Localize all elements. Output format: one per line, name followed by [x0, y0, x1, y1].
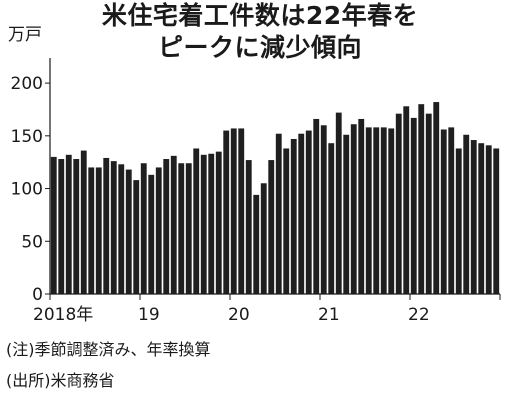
bar [425, 113, 432, 294]
x-year-label: 2018年 [33, 305, 93, 325]
bar [170, 155, 177, 294]
bar [433, 102, 440, 294]
bar [65, 154, 72, 294]
bar [320, 125, 327, 295]
bar [88, 167, 95, 294]
x-year-label: 19 [138, 305, 160, 325]
bar [403, 106, 410, 294]
bar [245, 160, 252, 294]
bar [125, 169, 132, 294]
bar [193, 148, 200, 294]
bar [290, 138, 297, 294]
x-year-label: 20 [228, 305, 250, 325]
bar [178, 163, 185, 294]
bar [305, 130, 312, 294]
note-seasonal-adjustment: (注)季節調整済み、年率換算 [6, 340, 211, 359]
y-tick-label: 200 [11, 74, 43, 94]
bar [50, 156, 57, 294]
y-unit-label: 万戸 [8, 25, 42, 45]
bar [73, 159, 80, 294]
note-source: (出所)米商務省 [6, 371, 115, 390]
bar [448, 127, 455, 294]
x-year-label: 21 [318, 305, 340, 325]
bar [133, 180, 140, 294]
bar [215, 151, 222, 294]
bar [148, 174, 155, 294]
bar [470, 140, 477, 294]
bar [485, 145, 492, 294]
bar [298, 133, 305, 294]
y-tick-label: 150 [11, 127, 43, 147]
bar [275, 133, 282, 294]
bar [380, 127, 387, 294]
bar [230, 128, 237, 294]
y-tick-label: 50 [21, 232, 43, 252]
bar [253, 194, 260, 294]
bar [463, 134, 470, 294]
bar [313, 118, 320, 294]
bar [185, 163, 192, 294]
bar [373, 127, 380, 294]
bar [110, 161, 117, 294]
bar [208, 153, 215, 294]
chart-title-line-1: 米住宅着工件数は22年春を [101, 1, 419, 30]
bar [95, 167, 102, 294]
bar [335, 112, 342, 295]
x-year-label: 22 [408, 305, 430, 325]
bar [283, 148, 290, 294]
bar [365, 127, 372, 294]
bar [155, 167, 162, 294]
bar [140, 163, 147, 294]
bar [238, 128, 245, 294]
bar [418, 104, 425, 295]
bar [493, 148, 500, 294]
bar [103, 157, 110, 294]
y-tick-label: 100 [11, 180, 43, 200]
chart-title-line-2: ピークに減少傾向 [157, 33, 362, 62]
bar [478, 143, 485, 294]
bar [455, 148, 462, 294]
y-tick-label: 0 [32, 285, 43, 305]
bar [118, 164, 125, 294]
bar [328, 143, 335, 294]
bar [80, 150, 87, 294]
bar [343, 134, 350, 294]
bar [440, 129, 447, 294]
bar [358, 118, 365, 294]
bar [410, 117, 417, 294]
bar [388, 128, 395, 294]
bar [260, 183, 267, 294]
bar [58, 159, 65, 294]
bar [268, 160, 275, 294]
bar [200, 154, 207, 294]
bar [350, 124, 357, 294]
bar [163, 159, 170, 294]
bar [395, 113, 402, 294]
bar [223, 130, 230, 294]
